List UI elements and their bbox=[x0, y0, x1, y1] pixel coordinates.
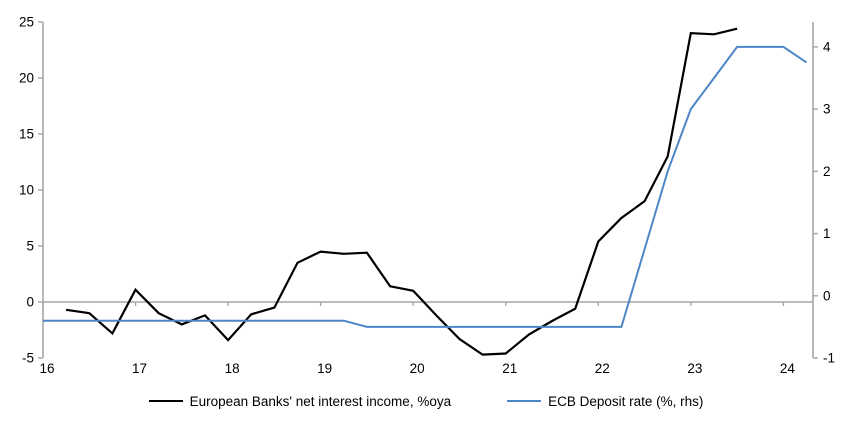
left-axis-tick-label: 0 bbox=[26, 295, 34, 310]
x-axis-tick-label: 16 bbox=[39, 361, 54, 376]
left-axis-tick-label: 15 bbox=[19, 127, 34, 142]
net-interest-income-line-sample bbox=[148, 399, 183, 403]
legend-item-ecb-deposit-rate: ECB Deposit rate (%, rhs) bbox=[507, 394, 703, 409]
legend: European Banks' net interest income, %oy… bbox=[0, 389, 852, 413]
x-axis-tick-label: 24 bbox=[780, 361, 796, 376]
left-axis-tick-label: 20 bbox=[19, 71, 34, 86]
ecb-deposit-rate-line-sample bbox=[507, 400, 542, 402]
x-axis-tick-label: 22 bbox=[595, 361, 610, 376]
legend-item-net-interest-income: European Banks' net interest income, %oy… bbox=[148, 393, 452, 409]
right-axis-tick-label: 2 bbox=[823, 164, 831, 179]
legend-label-net-interest-income: European Banks' net interest income, %oy… bbox=[189, 393, 452, 409]
right-axis-tick-label: -1 bbox=[823, 351, 835, 366]
left-axis-tick-label: 25 bbox=[19, 15, 34, 30]
right-axis-tick-label: 1 bbox=[823, 226, 831, 241]
left-axis-tick-label: 10 bbox=[19, 183, 34, 198]
series-line-0 bbox=[65, 27, 738, 356]
series-line-1 bbox=[43, 45, 808, 328]
x-axis-tick-label: 17 bbox=[132, 361, 147, 376]
x-axis-tick-label: 20 bbox=[410, 361, 425, 376]
right-axis-tick-label: 4 bbox=[823, 39, 831, 54]
x-axis-tick-label: 19 bbox=[317, 361, 332, 376]
right-axis-tick-label: 0 bbox=[823, 288, 831, 303]
left-axis-tick-label: 5 bbox=[26, 239, 34, 254]
x-axis-tick-label: 18 bbox=[225, 361, 240, 376]
right-axis-tick-label: 3 bbox=[823, 102, 831, 117]
x-axis-tick-label: 23 bbox=[687, 361, 702, 376]
legend-label-ecb-deposit-rate: ECB Deposit rate (%, rhs) bbox=[548, 393, 704, 409]
left-axis-tick-label: -5 bbox=[22, 351, 34, 366]
x-axis-tick-label: 21 bbox=[502, 361, 517, 376]
